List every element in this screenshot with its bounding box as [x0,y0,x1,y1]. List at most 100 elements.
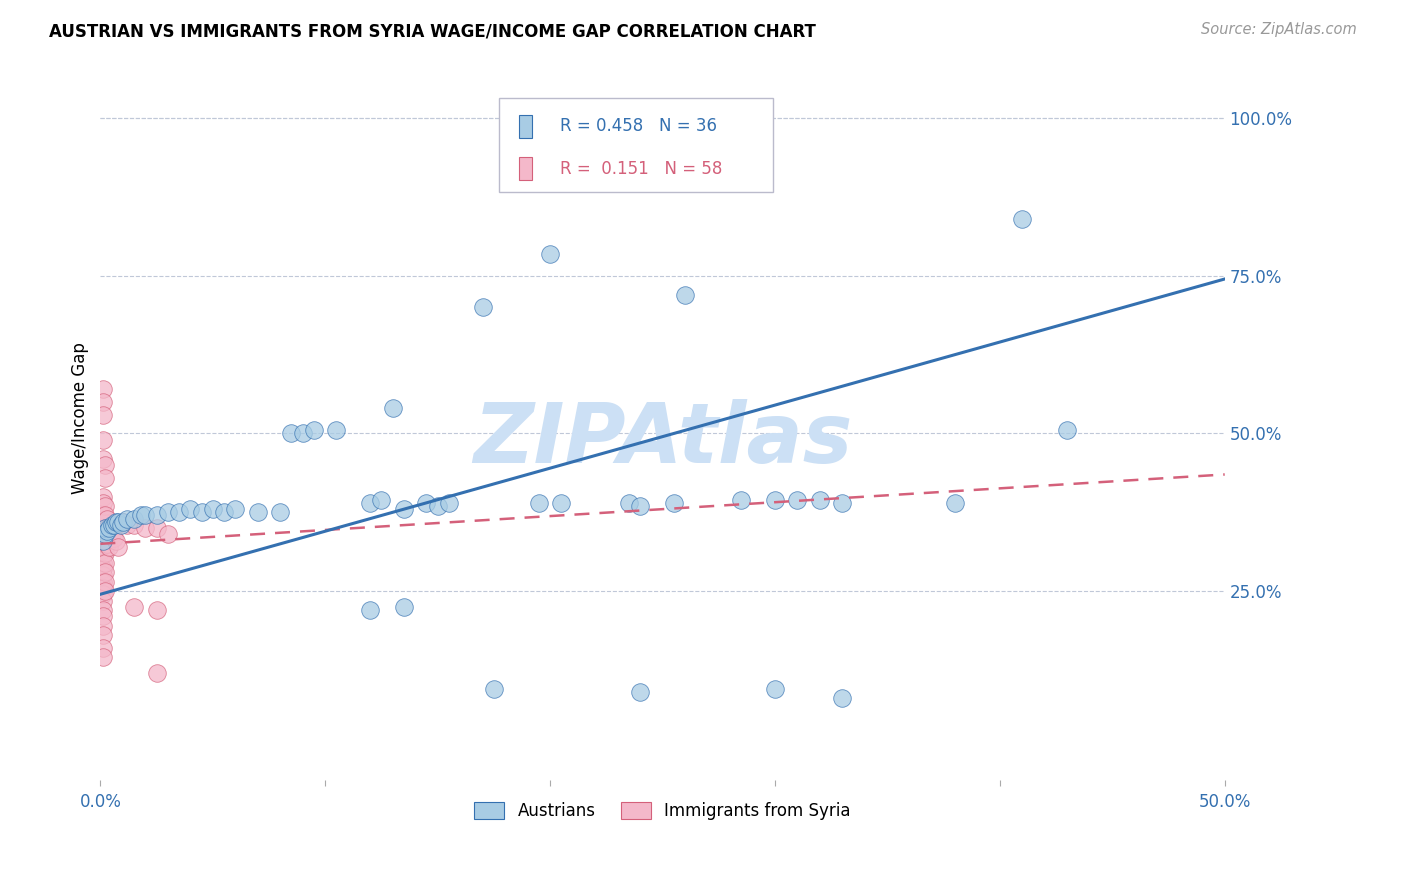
Point [91,433,114,447]
Point [91,574,114,589]
Point [471,301,494,315]
Point [94,508,117,523]
Point [190,505,212,519]
Point [1011,212,1033,227]
Point [145,603,167,617]
Point [96,521,118,535]
Text: R = 0.458   N = 36: R = 0.458 N = 36 [560,118,717,136]
Y-axis label: Wage/Income Gap: Wage/Income Gap [72,342,89,493]
Point [91,496,114,510]
Point [145,508,167,523]
Point [94,521,117,535]
Point [91,619,114,633]
Point [96,537,118,551]
Point [145,521,167,535]
Point [179,502,201,516]
Point [617,496,640,510]
Point [628,499,651,513]
Point [538,246,561,260]
Point [325,423,347,437]
Point [96,527,118,541]
Point [91,508,114,523]
Point [94,521,117,535]
Text: AUSTRIAN VS IMMIGRANTS FROM SYRIA WAGE/INCOME GAP CORRELATION CHART: AUSTRIAN VS IMMIGRANTS FROM SYRIA WAGE/I… [49,22,815,40]
Point [91,650,114,665]
Text: ZIPAtlas: ZIPAtlas [472,399,852,480]
Point [122,599,145,614]
Point [94,574,117,589]
Point [117,511,139,525]
Point [105,533,128,548]
Point [94,546,117,560]
Point [111,515,134,529]
Point [94,470,117,484]
Point [91,609,114,624]
Point [91,515,114,529]
Point [94,499,117,513]
Point [134,521,156,535]
Point [280,426,302,441]
Point [156,505,179,519]
Point [100,527,122,541]
Point [359,496,381,510]
Point [91,568,114,582]
Point [94,584,117,599]
Point [91,451,114,466]
Point [122,517,145,532]
Point [98,521,121,535]
Point [482,681,505,696]
Point [91,395,114,409]
Point [392,599,415,614]
Point [122,511,145,525]
Point [103,531,125,545]
Point [91,537,114,551]
Point [134,508,156,523]
Point [96,511,118,525]
Point [730,492,752,507]
Point [111,515,134,529]
Point [224,502,246,516]
Point [94,537,117,551]
Point [269,505,291,519]
Point [426,499,449,513]
Point [117,517,139,532]
Point [246,505,269,519]
Point [91,543,114,558]
Point [628,685,651,699]
Point [105,515,128,529]
Point [91,587,114,601]
Point [291,426,314,441]
Point [662,496,685,510]
Point [94,556,117,570]
Point [786,492,808,507]
Legend: Austrians, Immigrants from Syria: Austrians, Immigrants from Syria [468,795,858,826]
Point [91,581,114,595]
Point [91,524,114,539]
Point [212,505,235,519]
Point [550,496,572,510]
Point [156,527,179,541]
Point [91,533,114,548]
Point [359,603,381,617]
Point [381,401,404,416]
Point [167,505,190,519]
Point [91,490,114,504]
Point [527,496,550,510]
Point [94,565,117,579]
Point [437,496,460,510]
Point [91,562,114,576]
Text: Source: ZipAtlas.com: Source: ZipAtlas.com [1201,22,1357,37]
Point [110,517,132,532]
Point [370,492,392,507]
Point [96,524,118,539]
Point [91,531,114,545]
Point [91,640,114,655]
Point [91,603,114,617]
Point [91,556,114,570]
Point [94,527,117,541]
Point [673,287,696,301]
Point [201,502,224,516]
Point [100,517,122,532]
Point [91,382,114,396]
Point [763,681,786,696]
